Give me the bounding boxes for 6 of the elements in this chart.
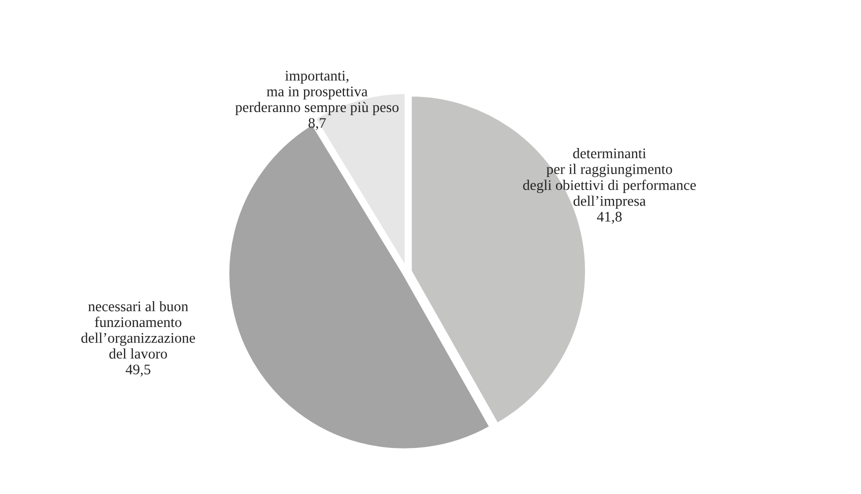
slice-label: determinanti per il raggiungimento degli obiettivi di performance dell’impresa <box>523 148 696 209</box>
slice-label: importanti, ma in prospettiva perderanno sempre più peso <box>235 70 399 116</box>
data-label: 8,7 <box>308 118 326 130</box>
data-label: 41,8 <box>596 212 622 224</box>
slice-label: necessari al buon funzionamento dell’organizzazione del lavoro <box>81 301 196 359</box>
data-label: 49,5 <box>126 364 150 376</box>
